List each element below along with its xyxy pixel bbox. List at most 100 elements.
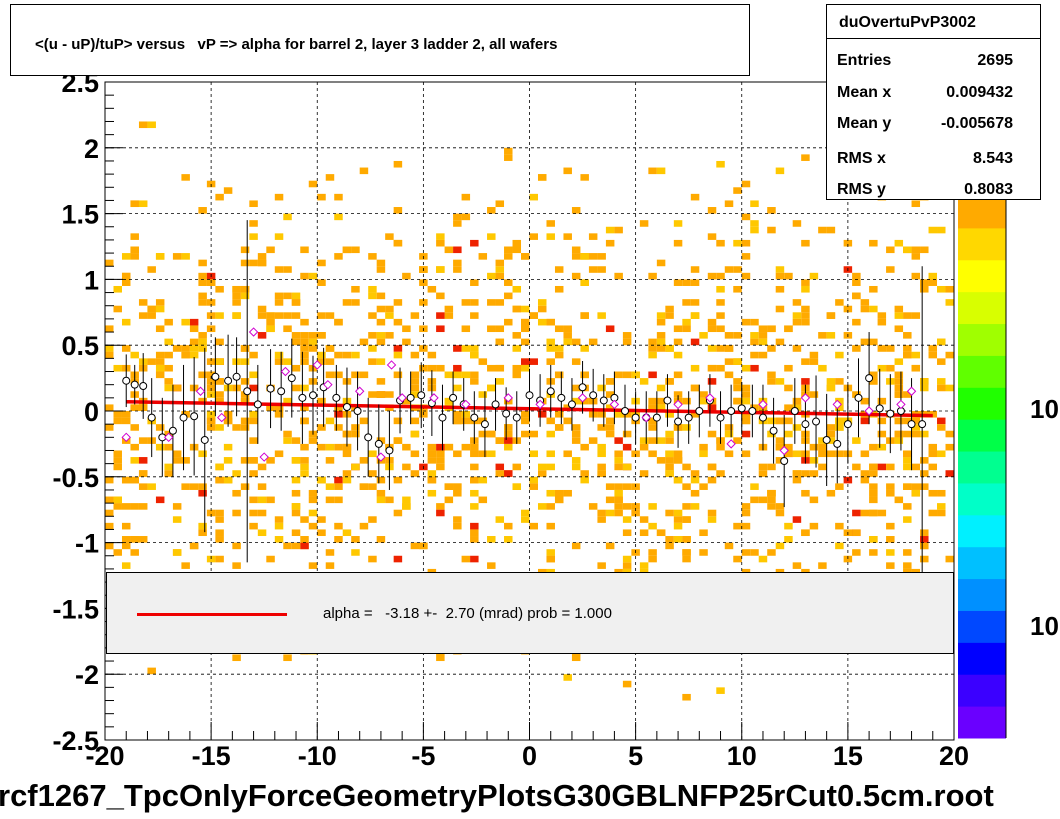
histogram-cell: [682, 536, 691, 543]
data-point-black: [875, 404, 884, 413]
histogram-cell: [105, 345, 114, 352]
histogram-cell: [741, 239, 751, 247]
histogram-cell: [648, 450, 657, 458]
histogram-cell: [206, 312, 216, 319]
histogram-cell: [537, 463, 547, 471]
histogram-cell: [368, 332, 377, 339]
data-point-black: [406, 393, 415, 402]
histogram-cell: [716, 443, 725, 451]
histogram-cell: [257, 483, 267, 490]
histogram-cell: [512, 332, 522, 339]
data-point-black: [211, 372, 220, 381]
histogram-cell: [376, 489, 386, 497]
histogram-cell: [639, 437, 649, 444]
histogram-cell: [334, 424, 343, 431]
histogram-cell: [733, 358, 742, 365]
histogram-cell: [605, 378, 615, 385]
histogram-cell: [554, 424, 564, 431]
data-point-black: [332, 393, 341, 402]
histogram-cell: [826, 378, 836, 385]
histogram-cell: [903, 549, 912, 556]
data-point-magenta: [217, 412, 227, 423]
histogram-cell: [223, 476, 233, 484]
histogram-cell: [886, 489, 895, 497]
histogram-cell: [571, 338, 581, 346]
histogram-cell: [665, 345, 674, 352]
data-point-black: [727, 407, 736, 415]
histogram-cell: [402, 325, 411, 333]
histogram-cell: [784, 430, 793, 438]
colorbar-segment: [958, 291, 1006, 325]
histogram-cell: [852, 318, 861, 326]
histogram-cell: [113, 305, 122, 313]
histogram-cell: [504, 292, 513, 300]
histogram-cell: [886, 364, 895, 372]
histogram-cell: [368, 516, 377, 523]
histogram-cell: [690, 338, 700, 346]
histogram-cell: [597, 384, 606, 392]
histogram-cell: [673, 522, 683, 530]
histogram-cell: [928, 509, 938, 517]
histogram-cell: [639, 562, 649, 569]
histogram-cell: [843, 305, 853, 313]
histogram-cell: [529, 312, 538, 319]
histogram-cell: [317, 443, 326, 451]
histogram-cell: [274, 233, 284, 240]
histogram-cell: [274, 536, 284, 543]
histogram-cell: [767, 226, 776, 234]
histogram-cell: [249, 384, 258, 392]
y-tick-label: 0: [84, 397, 99, 427]
histogram-cell: [614, 411, 623, 418]
histogram-cell: [920, 384, 929, 392]
histogram-cell: [682, 555, 691, 563]
data-point-black: [438, 413, 447, 422]
stat-rms-y: RMS y 0.8083: [837, 181, 1027, 205]
data-point-black: [790, 407, 799, 415]
histogram-cell: [512, 285, 522, 293]
histogram-cell: [894, 391, 904, 398]
data-point-black: [599, 396, 608, 405]
histogram-cell: [928, 443, 938, 451]
histogram-cell: [189, 542, 199, 550]
histogram-cell: [529, 483, 538, 490]
histogram-cell: [818, 437, 827, 444]
histogram-cell: [147, 483, 156, 490]
histogram-cell: [368, 292, 377, 300]
histogram-cell: [376, 318, 386, 326]
footer-filename: rcf1267_TpcOnlyForceGeometryPlotsG30GBLN…: [0, 774, 1060, 819]
histogram-cell: [206, 358, 216, 365]
histogram-cell: [877, 417, 887, 425]
histogram-cell: [317, 193, 326, 201]
histogram-cell: [656, 384, 666, 392]
histogram-cell: [546, 463, 555, 471]
histogram-cell: [767, 371, 776, 379]
histogram-cell: [155, 443, 165, 451]
histogram-cell: [155, 299, 165, 306]
histogram-cell: [716, 325, 725, 333]
data-point-magenta: [354, 386, 365, 396]
footer-text: rcf1267_TpcOnlyForceGeometryPlotsG30GBLN…: [0, 778, 994, 813]
histogram-cell: [300, 338, 309, 346]
data-point-magenta: [397, 393, 407, 403]
histogram-cell: [911, 351, 921, 359]
histogram-cell: [826, 430, 836, 438]
histogram-cell: [470, 378, 479, 385]
histogram-cell: [164, 463, 173, 471]
data-point-magenta: [832, 399, 842, 410]
histogram-cell: [741, 397, 751, 405]
histogram-cell: [215, 358, 224, 365]
stats-box: duOvertuPvP3002 Entries 2695 Mean x 0.00…: [826, 4, 1041, 200]
histogram-cell: [801, 470, 810, 477]
histogram-cell: [147, 358, 156, 365]
histogram-cell: [291, 489, 301, 497]
histogram-cell: [215, 193, 224, 201]
histogram-cell: [121, 318, 131, 326]
histogram-cell: [665, 450, 674, 458]
histogram-cell: [741, 522, 751, 530]
histogram-cell: [571, 384, 581, 392]
histogram-cell: [317, 358, 326, 365]
histogram-cell: [571, 397, 581, 405]
histogram-cell: [274, 299, 284, 306]
histogram-cell: [308, 496, 318, 504]
histogram-cell: [351, 463, 360, 471]
